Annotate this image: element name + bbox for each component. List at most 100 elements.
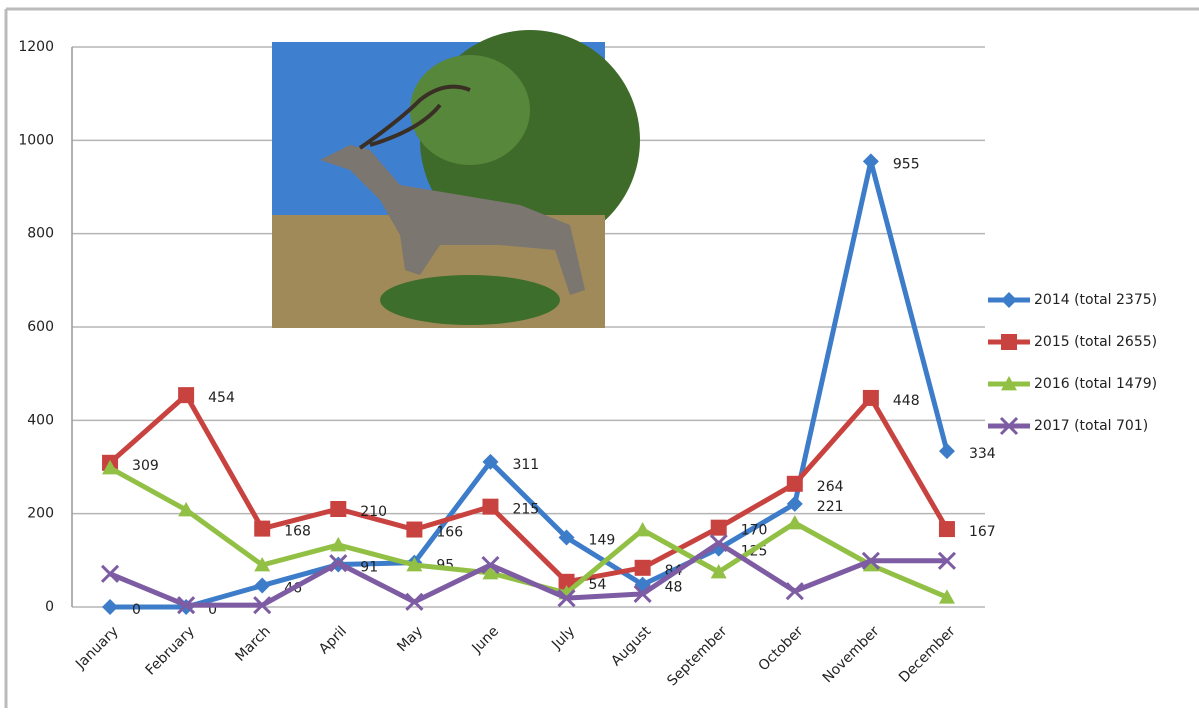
data-label: 448	[893, 393, 920, 409]
marker	[330, 536, 347, 552]
data-label: 166	[436, 525, 463, 541]
marker	[482, 498, 499, 515]
data-label: 454	[208, 390, 235, 406]
marker	[557, 589, 576, 608]
marker	[329, 554, 348, 573]
y-tick-label: 1000	[18, 132, 54, 148]
marker	[937, 551, 957, 570]
marker	[785, 582, 804, 601]
data-label: 54	[589, 577, 607, 593]
marker	[558, 573, 575, 590]
legend: 2014 (total 2375) 2015 (total 2655) 2016 (…	[988, 292, 1157, 436]
x-tick-label: June	[469, 623, 503, 657]
legend-marker	[999, 416, 1019, 436]
x-tick-label: October	[756, 623, 807, 674]
marker	[786, 495, 803, 512]
marker	[102, 599, 119, 615]
marker	[861, 551, 880, 570]
legend-marker	[1001, 334, 1017, 350]
series-line	[110, 158, 950, 610]
marker	[481, 555, 500, 575]
y-tick-label: 600	[27, 319, 54, 335]
legend-label: 2015 (total 2655)	[1034, 334, 1157, 350]
x-tick-label: March	[232, 623, 273, 664]
y-tick-label: 800	[27, 226, 54, 242]
marker	[102, 459, 119, 475]
marker	[406, 557, 423, 572]
marker	[710, 519, 727, 536]
photo-bush	[380, 275, 560, 325]
marker	[178, 501, 195, 517]
marker	[405, 592, 424, 611]
y-tick-label: 200	[27, 506, 54, 522]
y-tick-label: 1200	[18, 39, 54, 55]
marker	[406, 521, 423, 538]
x-tick-label: February	[143, 623, 198, 678]
data-label: 0	[208, 602, 217, 618]
x-tick-label: May	[394, 623, 426, 655]
x-tick-label: April	[316, 623, 350, 657]
marker	[178, 387, 195, 404]
data-label: 215	[512, 502, 539, 518]
data-label: 210	[360, 504, 387, 520]
series-line	[109, 540, 947, 608]
marker	[862, 153, 879, 170]
data-label: 0	[132, 602, 141, 618]
marker	[862, 389, 879, 406]
marker	[482, 564, 499, 580]
x-tick-label: November	[820, 623, 883, 686]
marker	[938, 443, 955, 460]
data-label: 221	[817, 499, 844, 515]
marker	[254, 520, 271, 537]
marker	[558, 529, 575, 546]
series-line	[108, 392, 950, 585]
legend-marker	[1001, 376, 1017, 391]
data-label: 149	[589, 532, 616, 548]
marker	[177, 596, 196, 615]
data-label: 168	[284, 524, 311, 540]
data-label: 91	[360, 560, 378, 576]
marker	[710, 564, 727, 579]
legend-label: 2016 (total 1479)	[1034, 376, 1157, 392]
y-tick-label: 0	[45, 599, 54, 615]
photo-kudu	[320, 145, 585, 295]
marker	[786, 475, 803, 492]
marker	[938, 589, 955, 604]
marker	[634, 559, 651, 576]
marker	[100, 564, 120, 583]
marker	[254, 557, 271, 572]
marker	[938, 521, 955, 538]
marker	[634, 522, 651, 537]
data-label: 955	[893, 156, 920, 172]
photo	[272, 30, 640, 328]
data-label: 264	[817, 479, 844, 495]
data-label: 311	[512, 457, 539, 473]
data-label: 309	[132, 458, 159, 474]
marker	[482, 453, 499, 470]
x-tick-label: December	[896, 623, 959, 686]
data-label: 170	[741, 523, 768, 539]
photo-tree	[410, 55, 530, 165]
marker	[254, 577, 271, 594]
x-tick-label: January	[72, 623, 122, 673]
series	[100, 534, 957, 615]
data-label: 167	[969, 524, 996, 540]
y-tick-label: 400	[27, 412, 54, 428]
marker	[633, 584, 652, 603]
marker	[330, 501, 347, 517]
data-label: 334	[969, 446, 996, 462]
x-tick-label: August	[608, 623, 654, 669]
x-tick-label: September	[664, 623, 730, 689]
legend-marker	[1001, 292, 1017, 308]
marker	[253, 596, 272, 615]
marker	[786, 515, 803, 530]
marker	[709, 534, 728, 553]
photo-horns	[358, 84, 471, 150]
legend-label: 2014 (total 2375)	[1034, 292, 1157, 308]
marker	[862, 557, 879, 572]
legend-label: 2017 (total 701)	[1034, 418, 1148, 434]
data-label: 48	[665, 580, 683, 596]
x-tick-label: July	[548, 623, 578, 653]
